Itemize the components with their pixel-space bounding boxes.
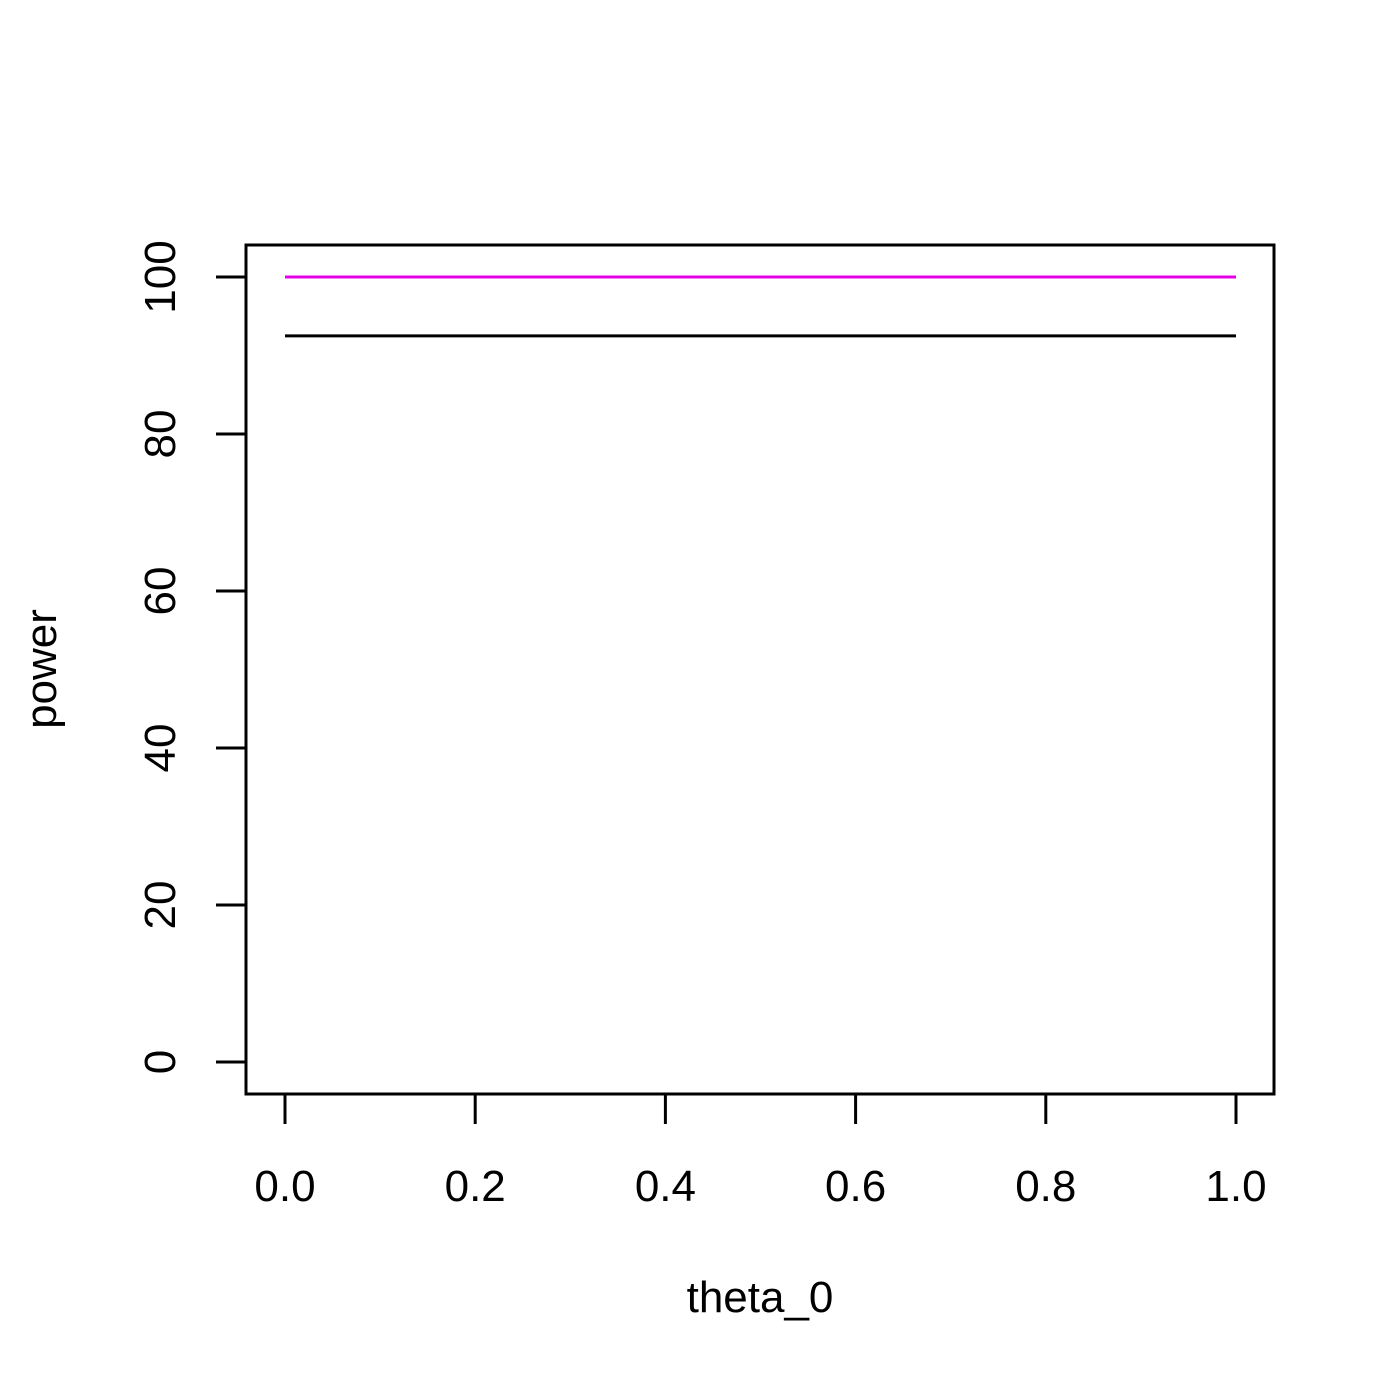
y-tick-label: 100 — [136, 240, 185, 313]
x-axis-title: theta_0 — [687, 1273, 834, 1322]
y-tick-label: 80 — [136, 410, 185, 459]
x-tick-label: 1.0 — [1205, 1162, 1266, 1211]
y-tick-label: 60 — [136, 567, 185, 616]
x-tick-label: 0.0 — [254, 1162, 315, 1211]
y-tick-label: 0 — [136, 1050, 185, 1074]
x-axis: 0.0 0.2 0.4 0.6 0.8 1.0 — [254, 1092, 1267, 1211]
x-tick-label: 0.6 — [825, 1162, 886, 1211]
series-layer — [285, 275, 1236, 338]
x-tick-label: 0.4 — [635, 1162, 696, 1211]
y-tick-label: 40 — [136, 724, 185, 773]
x-tick-label: 0.2 — [445, 1162, 506, 1211]
x-tick-label: 0.8 — [1015, 1162, 1076, 1211]
y-axis: 0 20 40 60 80 100 — [136, 240, 248, 1074]
y-tick-label: 20 — [136, 881, 185, 930]
y-axis-title: power — [17, 609, 66, 729]
plot-frame — [244, 243, 1276, 1096]
